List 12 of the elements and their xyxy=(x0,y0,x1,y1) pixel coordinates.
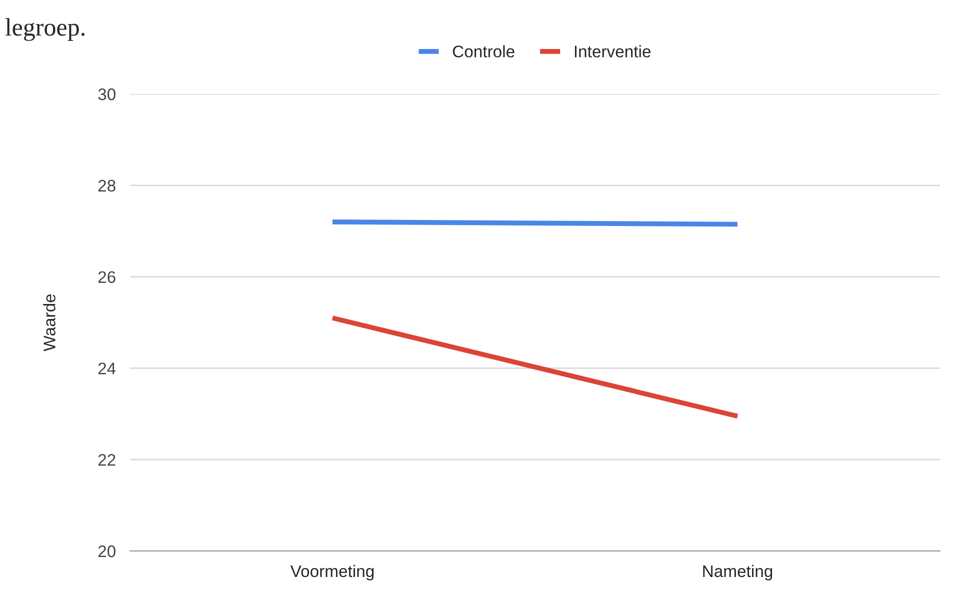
y-tick-label: 26 xyxy=(98,271,116,284)
text: legroep. xyxy=(5,18,84,41)
x-tick-label: Nameting xyxy=(703,564,772,580)
y-tick-label: 24 xyxy=(98,362,116,374)
y-tick-label: 22 xyxy=(98,454,116,466)
y-axis-title: Waarde xyxy=(43,294,56,352)
legend-label: Interventie xyxy=(574,45,651,58)
legend-label: Controle xyxy=(452,45,514,58)
y-tick-label: 20 xyxy=(98,545,116,558)
y-tick-label: 28 xyxy=(98,180,116,192)
x-tick-label: Voormeting xyxy=(290,564,374,580)
y-tick-label: 30 xyxy=(98,88,116,100)
